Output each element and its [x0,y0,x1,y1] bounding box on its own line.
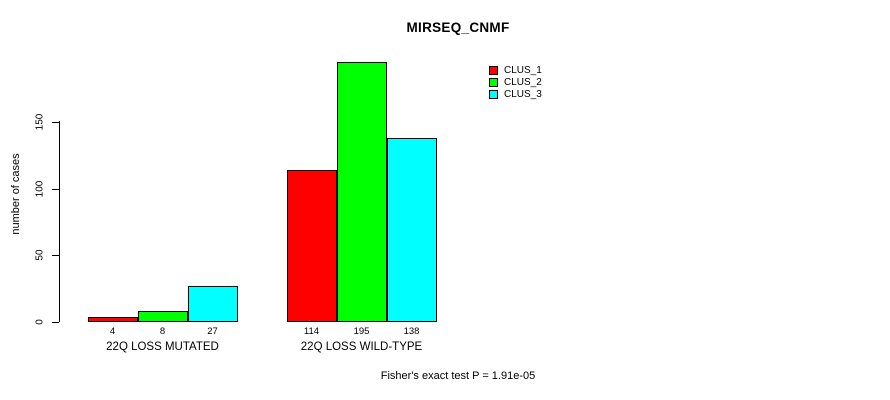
y-tick-label: 0 [34,319,46,325]
bar-value-label: 195 [353,326,370,337]
legend-label: CLUS_1 [504,64,542,76]
legend-row: CLUS_1 [489,64,542,76]
bar-clus_2-group2 [336,62,387,322]
y-tick [52,322,59,323]
bar-value-label: 27 [207,326,218,337]
group-label: 22Q LOSS WILD-TYPE [300,341,423,353]
bar-clus_1-group2 [286,170,337,322]
y-axis [59,121,60,322]
bar-clus_3-group2 [386,138,437,322]
bar-value-label: 8 [159,326,166,337]
legend-swatch-icon [489,77,498,87]
group-label: 22Q LOSS MUTATED [106,341,219,353]
y-axis-label: number of cases [10,153,22,235]
bar-value-label: 4 [109,326,116,337]
legend-row: CLUS_3 [489,88,542,100]
y-tick [52,255,59,257]
y-tick [52,188,59,190]
legend-row: CLUS_2 [489,76,542,88]
y-tick [52,122,59,123]
legend-swatch-icon [489,89,498,99]
bar-clus_2-group1 [137,311,188,322]
y-tick-label: 50 [34,249,46,261]
legend: CLUS_1 CLUS_2 CLUS_3 [489,64,542,100]
chart-title: MIRSEQ_CNMF [406,20,510,35]
bar-clus_3-group1 [187,286,238,322]
bar-value-label: 114 [303,326,320,337]
y-tick-label: 150 [34,113,46,131]
y-tick-label: 100 [34,180,46,197]
legend-label: CLUS_3 [504,88,542,100]
stat-test-result: Fisher's exact test P = 1.91e-05 [380,370,536,382]
legend-swatch-icon [489,65,498,75]
legend-label: CLUS_2 [504,76,542,88]
bar-clus_1-group1 [87,316,138,322]
bar-value-label: 138 [403,326,420,337]
